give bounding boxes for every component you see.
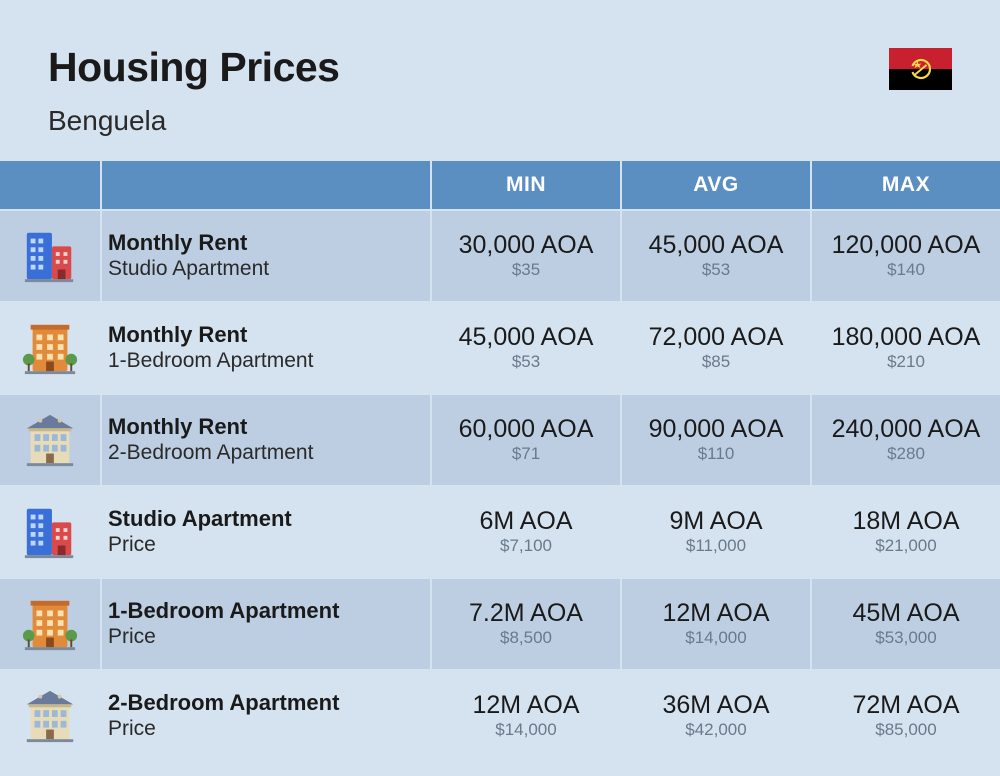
val-main: 7.2M AOA	[469, 599, 583, 628]
val-sub: $110	[698, 443, 735, 465]
val-sub: $53	[512, 351, 540, 373]
val-main: 6M AOA	[479, 507, 572, 536]
row-label-main: Monthly Rent	[108, 230, 430, 256]
row-icon	[0, 577, 100, 669]
table-body: Monthly Rent Studio Apartment 30,000 AOA…	[0, 209, 1000, 761]
val-sub: $53,000	[875, 627, 936, 649]
th-label-spacer	[100, 161, 430, 209]
cell-max: 240,000 AOA $280	[810, 393, 1000, 485]
val-main: 30,000 AOA	[459, 231, 594, 260]
table-row: 2-Bedroom Apartment Price 12M AOA $14,00…	[0, 669, 1000, 761]
row-label-sub: Studio Apartment	[108, 256, 430, 282]
row-label-main: Studio Apartment	[108, 506, 430, 532]
cell-min: 45,000 AOA $53	[430, 301, 620, 393]
val-sub: $7,100	[500, 535, 552, 557]
table-row: 1-Bedroom Apartment Price 7.2M AOA $8,50…	[0, 577, 1000, 669]
val-sub: $35	[512, 259, 540, 281]
val-main: 72M AOA	[853, 691, 960, 720]
cell-max: 18M AOA $21,000	[810, 485, 1000, 577]
row-label-sub: Price	[108, 532, 430, 558]
row-label: Monthly Rent 2-Bedroom Apartment	[100, 393, 430, 485]
table-row: Monthly Rent 1-Bedroom Apartment 45,000 …	[0, 301, 1000, 393]
val-sub: $14,000	[685, 627, 746, 649]
cell-max: 72M AOA $85,000	[810, 669, 1000, 761]
row-label-main: 1-Bedroom Apartment	[108, 598, 430, 624]
cell-min: 30,000 AOA $35	[430, 209, 620, 301]
row-label-sub: 1-Bedroom Apartment	[108, 348, 430, 374]
row-icon	[0, 669, 100, 761]
row-label: Studio Apartment Price	[100, 485, 430, 577]
row-label: Monthly Rent 1-Bedroom Apartment	[100, 301, 430, 393]
row-label-main: 2-Bedroom Apartment	[108, 690, 430, 716]
cell-avg: 90,000 AOA $110	[620, 393, 810, 485]
row-label-sub: Price	[108, 624, 430, 650]
cell-max: 120,000 AOA $140	[810, 209, 1000, 301]
row-label-sub: Price	[108, 716, 430, 742]
cell-avg: 9M AOA $11,000	[620, 485, 810, 577]
cell-avg: 36M AOA $42,000	[620, 669, 810, 761]
th-min: MIN	[430, 161, 620, 209]
price-table: MIN AVG MAX Monthly Rent Studio Apartmen…	[0, 161, 1000, 761]
val-main: 36M AOA	[663, 691, 770, 720]
row-icon	[0, 485, 100, 577]
val-sub: $85,000	[875, 719, 936, 741]
val-main: 60,000 AOA	[459, 415, 594, 444]
row-icon	[0, 393, 100, 485]
cell-avg: 72,000 AOA $85	[620, 301, 810, 393]
th-icon-spacer	[0, 161, 100, 209]
row-label-main: Monthly Rent	[108, 414, 430, 440]
val-main: 45,000 AOA	[459, 323, 594, 352]
page-title: Housing Prices	[48, 44, 339, 91]
val-sub: $85	[702, 351, 730, 373]
cell-avg: 45,000 AOA $53	[620, 209, 810, 301]
row-label: 1-Bedroom Apartment Price	[100, 577, 430, 669]
table-row: Monthly Rent Studio Apartment 30,000 AOA…	[0, 209, 1000, 301]
row-icon	[0, 209, 100, 301]
val-sub: $71	[512, 443, 540, 465]
cell-min: 60,000 AOA $71	[430, 393, 620, 485]
val-main: 18M AOA	[853, 507, 960, 536]
th-max: MAX	[810, 161, 1000, 209]
row-label-sub: 2-Bedroom Apartment	[108, 440, 430, 466]
cell-min: 12M AOA $14,000	[430, 669, 620, 761]
val-main: 9M AOA	[669, 507, 762, 536]
val-sub: $14,000	[495, 719, 556, 741]
table-header-row: MIN AVG MAX	[0, 161, 1000, 209]
val-sub: $53	[702, 259, 730, 281]
cell-max: 180,000 AOA $210	[810, 301, 1000, 393]
row-label: 2-Bedroom Apartment Price	[100, 669, 430, 761]
row-label: Monthly Rent Studio Apartment	[100, 209, 430, 301]
table-row: Studio Apartment Price 6M AOA $7,100 9M …	[0, 485, 1000, 577]
val-sub: $11,000	[686, 535, 746, 557]
val-main: 240,000 AOA	[832, 415, 981, 444]
val-sub: $280	[887, 443, 925, 465]
flag-icon	[889, 48, 952, 90]
cell-max: 45M AOA $53,000	[810, 577, 1000, 669]
row-icon	[0, 301, 100, 393]
val-main: 12M AOA	[663, 599, 770, 628]
val-main: 180,000 AOA	[832, 323, 981, 352]
val-sub: $140	[887, 259, 925, 281]
cell-min: 7.2M AOA $8,500	[430, 577, 620, 669]
th-avg: AVG	[620, 161, 810, 209]
val-main: 90,000 AOA	[649, 415, 784, 444]
row-label-main: Monthly Rent	[108, 322, 430, 348]
table-row: Monthly Rent 2-Bedroom Apartment 60,000 …	[0, 393, 1000, 485]
val-main: 72,000 AOA	[649, 323, 784, 352]
cell-min: 6M AOA $7,100	[430, 485, 620, 577]
cell-avg: 12M AOA $14,000	[620, 577, 810, 669]
header: Housing Prices Benguela	[0, 0, 1000, 161]
page-subtitle: Benguela	[48, 105, 339, 137]
val-sub: $8,500	[500, 627, 552, 649]
val-sub: $42,000	[685, 719, 746, 741]
val-sub: $210	[887, 351, 925, 373]
val-main: 12M AOA	[473, 691, 580, 720]
val-main: 120,000 AOA	[832, 231, 981, 260]
val-main: 45M AOA	[853, 599, 960, 628]
val-main: 45,000 AOA	[649, 231, 784, 260]
val-sub: $21,000	[875, 535, 936, 557]
title-block: Housing Prices Benguela	[48, 44, 339, 137]
